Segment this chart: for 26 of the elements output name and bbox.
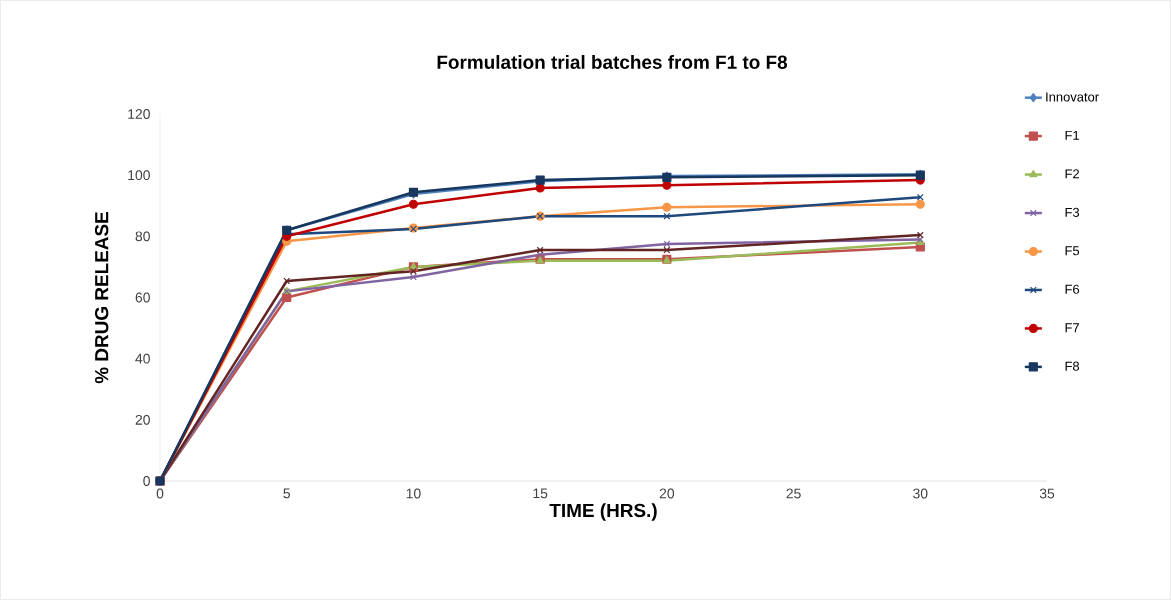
chart-title: Formulation trial batches from F1 to F8 — [437, 55, 788, 69]
y-tick-label: 80 — [135, 231, 150, 242]
x-tick-label: 15 — [533, 488, 548, 499]
x-tick-label: 20 — [659, 488, 675, 499]
y-tick-label: 20 — [135, 414, 150, 425]
x-tick-label: 35 — [1039, 488, 1055, 499]
y-tick-label: 100 — [128, 170, 150, 181]
y-axis-title: % DRUG RELEASE — [94, 212, 109, 384]
x-axis-title: TIME (HRS.) — [549, 503, 657, 521]
y-tick-label: 120 — [128, 109, 150, 119]
legend-label: Innovator — [1046, 92, 1099, 102]
x-tick-label: 30 — [913, 488, 928, 499]
legend-label: F6 — [1065, 284, 1080, 294]
y-tick-label: 60 — [135, 292, 150, 303]
y-tick-label: 0 — [143, 476, 150, 486]
y-tick-label: 40 — [135, 353, 150, 364]
x-tick-label: 0 — [156, 488, 164, 499]
legend-label: F8 — [1065, 361, 1080, 371]
legend-label: F5 — [1065, 246, 1080, 256]
x-tick-label: 10 — [406, 488, 421, 499]
x-tick-label: 25 — [786, 488, 801, 499]
legend-label: F1 — [1065, 130, 1080, 140]
legend-label: F2 — [1065, 169, 1079, 179]
legend-label: F3 — [1065, 207, 1080, 217]
legend-label: F7 — [1065, 323, 1079, 333]
x-tick-label: 5 — [283, 488, 291, 499]
